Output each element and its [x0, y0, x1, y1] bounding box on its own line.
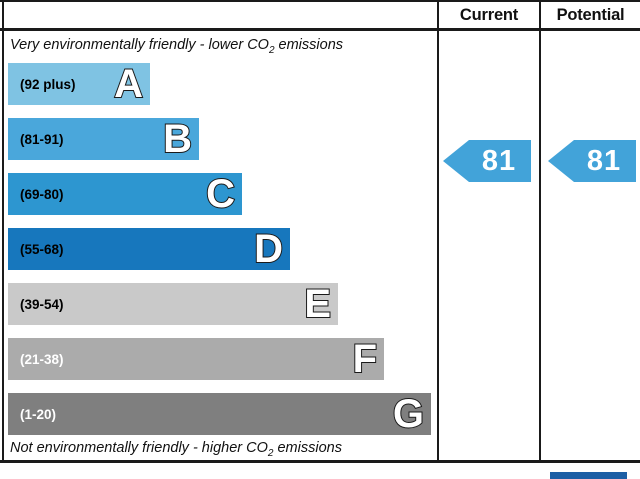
rating-letter: G	[392, 392, 425, 436]
table-top-border	[0, 0, 640, 2]
column-header-potential: Potential	[556, 6, 625, 24]
potential-rating-arrow: 81	[548, 140, 636, 182]
caption-top: Very environmentally friendly - lower CO…	[10, 37, 435, 56]
rating-letter: E	[303, 282, 332, 326]
partial-blue-box	[550, 472, 627, 479]
rating-range-label: (55-68)	[20, 241, 64, 257]
rating-band-f: (21-38) F	[8, 337, 384, 381]
rating-letter: F	[352, 337, 378, 381]
caption-top-text: Very environmentally friendly - lower CO	[10, 37, 269, 53]
potential-rating-value: 81	[586, 144, 622, 177]
rating-letter: D	[253, 227, 284, 271]
rating-letter: A	[113, 62, 144, 106]
header-row-bottom-border	[0, 28, 640, 31]
column-header-current: Current	[459, 6, 519, 24]
current-rating-value: 81	[481, 144, 517, 177]
rating-letter: B	[162, 117, 193, 161]
rating-range-label: (69-80)	[20, 186, 64, 202]
rating-band-e: (39-54) E	[8, 282, 338, 326]
table-left-border	[2, 0, 4, 463]
rating-range-label: (1-20)	[20, 406, 57, 422]
potential-column-divider	[539, 0, 541, 463]
co2-subscript: 2	[267, 447, 274, 459]
caption-top-suffix: emissions	[274, 37, 344, 53]
co2-subscript: 2	[268, 44, 275, 56]
current-rating-arrow: 81	[443, 140, 531, 182]
rating-band-b: (81-91) B	[8, 117, 199, 161]
caption-bottom-text: Not environmentally friendly - higher CO	[10, 440, 268, 456]
rating-range-label: (39-54)	[20, 296, 64, 312]
rating-range-label: (21-38)	[20, 351, 64, 367]
caption-bottom-suffix: emissions	[273, 440, 342, 456]
rating-band-c: (69-80) C	[8, 172, 242, 216]
rating-band-g: (1-20) G	[8, 392, 431, 436]
table-bottom-border	[0, 460, 640, 463]
rating-letter: C	[205, 172, 236, 216]
rating-range-label: (81-91)	[20, 131, 64, 147]
caption-bottom: Not environmentally friendly - higher CO…	[10, 440, 435, 459]
rating-range-label: (92 plus)	[20, 76, 76, 92]
rating-band-a: (92 plus) A	[8, 62, 150, 106]
current-column-divider	[437, 0, 439, 463]
rating-band-d: (55-68) D	[8, 227, 290, 271]
